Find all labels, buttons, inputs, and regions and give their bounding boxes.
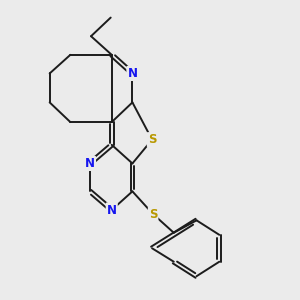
Text: S: S bbox=[149, 208, 158, 220]
Text: N: N bbox=[85, 157, 95, 170]
Text: S: S bbox=[148, 133, 156, 146]
Text: N: N bbox=[128, 67, 137, 80]
Text: N: N bbox=[107, 203, 117, 217]
